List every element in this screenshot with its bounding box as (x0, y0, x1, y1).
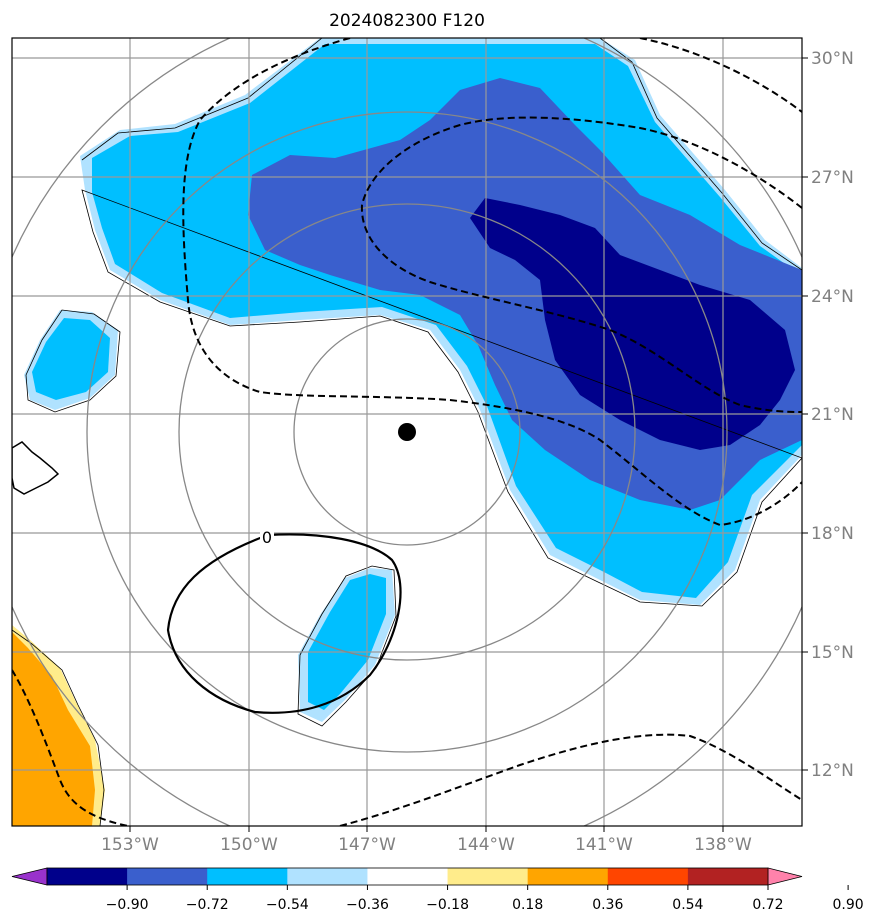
contour-label: 0 (262, 528, 272, 547)
longitude-tick-labels: 153°W 150°W 147°W 144°W 141°W 138°W (101, 826, 752, 855)
lat-tick-label: 21°N (811, 405, 854, 425)
shaded-field-southwest (12, 625, 105, 826)
colorbar-segment (207, 868, 288, 885)
colorbar-extend-low (11, 867, 48, 886)
colorbar-tick-label: −0.72 (186, 897, 229, 913)
lon-tick-label: 147°W (338, 835, 396, 855)
colorbar-tick-label: −0.90 (106, 897, 149, 913)
colorbar-segment (687, 868, 769, 885)
colorbar-tick-label: 0.18 (512, 897, 543, 913)
lat-tick-label: 15°N (811, 643, 854, 663)
colorbar: −0.90 −0.72 −0.54 −0.36 −0.18 0.18 0.36 0.54 0.7… (11, 867, 864, 913)
colorbar-tick-label: 0.90 (833, 897, 864, 913)
colorbar-tick-label: 0.72 (752, 897, 783, 913)
colorbar-segment (607, 868, 689, 885)
colorbar-segment (447, 868, 529, 885)
lon-tick-label: 150°W (220, 835, 278, 855)
colorbar-frame (46, 867, 769, 886)
range-rings (12, 38, 802, 826)
lon-tick-label: 144°W (457, 835, 515, 855)
dashed-contours (12, 38, 802, 826)
storm-center-marker (398, 423, 416, 441)
map-frame (11, 37, 803, 827)
shaded-field-main (80, 38, 802, 605)
colorbar-extend-high (767, 867, 803, 886)
lon-tick-label: 153°W (101, 835, 159, 855)
lat-tick-label: 30°N (811, 49, 854, 69)
lon-tick-label: 138°W (694, 835, 752, 855)
colorbar-segment (527, 868, 609, 885)
colorbar-tick-label: 0.36 (592, 897, 623, 913)
colorbar-tick-label: −0.54 (266, 897, 309, 913)
chart-title: 2024082300 F120 (329, 11, 485, 31)
map-area: 0 (12, 38, 802, 826)
colorbar-segment (127, 868, 208, 885)
colorbar-segment (47, 868, 128, 885)
colorbar-tick-label: −0.18 (426, 897, 469, 913)
lat-tick-label: 18°N (811, 524, 854, 544)
lat-tick-label: 12°N (811, 761, 854, 781)
graticule (12, 38, 802, 826)
latitude-tick-labels: 30°N 27°N 24°N 21°N 18°N 15°N 12°N (802, 49, 854, 781)
colorbar-segment (287, 868, 368, 885)
lat-tick-label: 24°N (811, 287, 854, 307)
colorbar-segment (367, 868, 449, 885)
colorbar-tick-label: −0.36 (346, 897, 389, 913)
shaded-field-south (298, 568, 395, 722)
island-coastline (12, 441, 60, 495)
lat-tick-label: 27°N (811, 168, 854, 188)
lon-tick-label: 141°W (575, 835, 633, 855)
contour-label-bg (260, 527, 274, 545)
shaded-field-west (24, 310, 118, 410)
colorbar-tick-label: 0.54 (672, 897, 703, 913)
zero-contour (166, 533, 402, 714)
